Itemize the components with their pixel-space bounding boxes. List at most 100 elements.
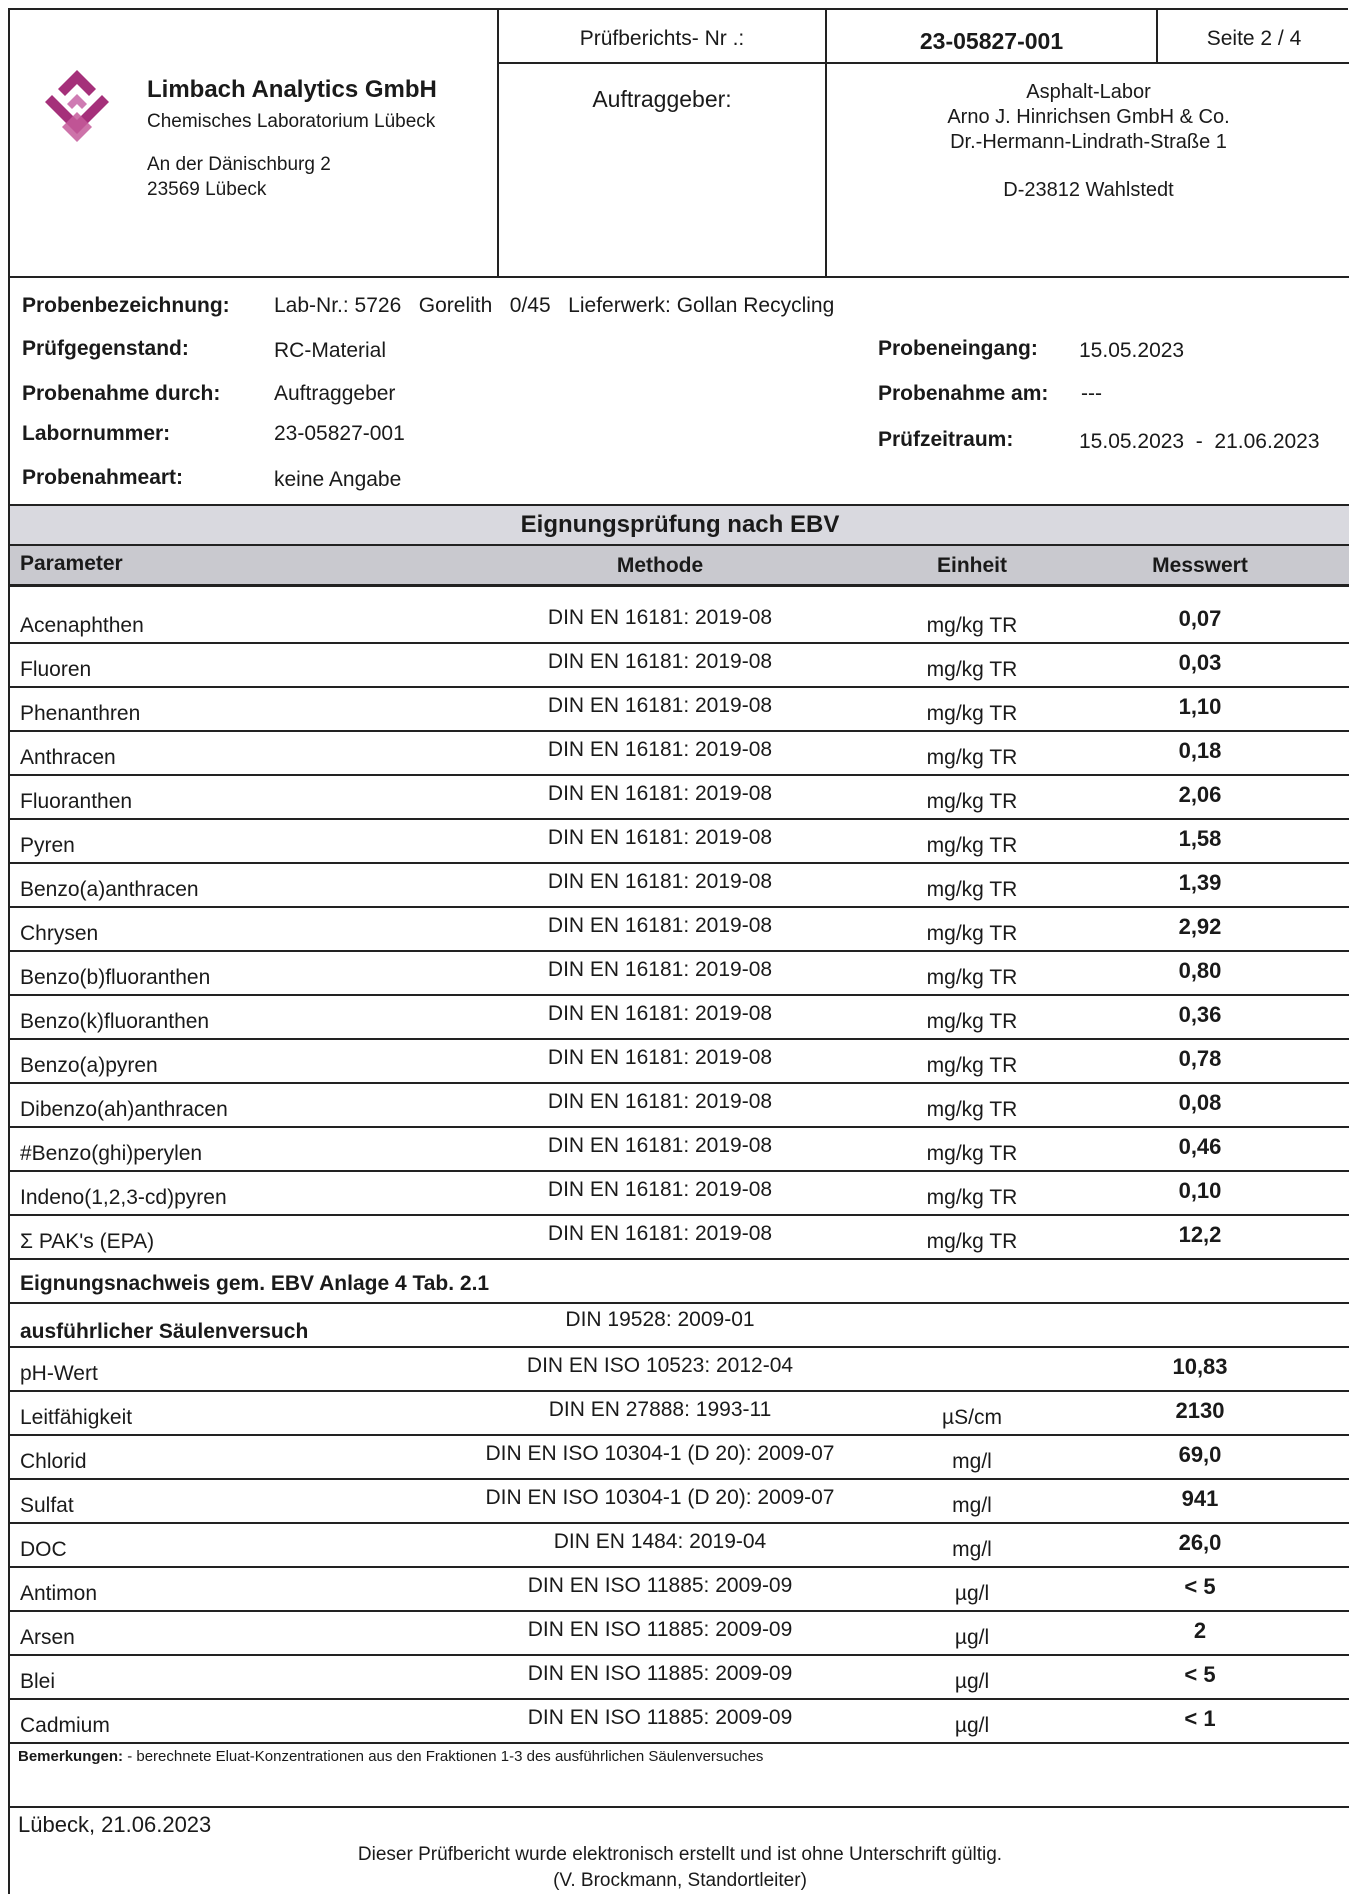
test-period: 15.05.2023 - 21.06.2023 bbox=[1079, 430, 1320, 453]
divider bbox=[825, 10, 827, 276]
unit-cell: mg/kg TR bbox=[926, 966, 1018, 989]
method-cell: DIN EN 16181: 2019-08 bbox=[547, 914, 773, 937]
column-test-row: ausführlicher Säulenversuch DIN 19528: 2… bbox=[10, 1304, 1349, 1348]
sampling-date-label: Probenahme am: bbox=[878, 382, 1049, 405]
table-row: Fluoren DIN EN 16181: 2019-08 mg/kg TR 0,03 bbox=[10, 644, 1349, 688]
divider bbox=[10, 504, 1349, 506]
remarks-label: Bemerkungen: bbox=[18, 1748, 124, 1765]
method-cell: DIN EN 1484: 2019-04 bbox=[553, 1530, 767, 1553]
client-line: D-23812 Wahlstedt bbox=[1003, 179, 1174, 201]
sample-designation-label: Probenbezeichnung: bbox=[22, 294, 230, 317]
column-header-parameter: Parameter bbox=[20, 552, 123, 575]
page-number: Seite 2 / 4 bbox=[1206, 27, 1302, 50]
unit-cell: µS/cm bbox=[942, 1406, 1002, 1429]
method-cell: DIN EN 27888: 1993-11 bbox=[548, 1398, 772, 1421]
divider bbox=[10, 544, 1349, 546]
unit-cell: mg/kg TR bbox=[926, 834, 1018, 857]
value-cell: 0,18 bbox=[1178, 738, 1222, 763]
parameter-cell: Benzo(k)fluoranthen bbox=[20, 1010, 210, 1033]
lab-number-label: Labornummer: bbox=[22, 422, 171, 445]
column-header-row: Parameter Methode Einheit Messwert bbox=[10, 546, 1349, 584]
parameter-cell: Antimon bbox=[20, 1582, 98, 1605]
table-row: Antimon DIN EN ISO 11885: 2009-09 µg/l < 5 bbox=[10, 1568, 1349, 1612]
column-header-value: Messwert bbox=[1152, 554, 1248, 577]
unit-cell: mg/kg TR bbox=[926, 614, 1018, 637]
unit-cell: mg/kg TR bbox=[926, 878, 1018, 901]
value-cell: 2130 bbox=[1175, 1398, 1225, 1423]
method-cell: DIN EN 16181: 2019-08 bbox=[547, 782, 773, 805]
section2-title: Eignungsnachweis gem. EBV Anlage 4 Tab. … bbox=[20, 1272, 490, 1295]
column-test-label: ausführlicher Säulenversuch bbox=[20, 1320, 309, 1343]
client-label: Auftraggeber: bbox=[592, 86, 732, 112]
method-cell: DIN EN 16181: 2019-08 bbox=[547, 958, 773, 981]
company-name: Limbach Analytics GmbH bbox=[147, 76, 437, 103]
company-subtitle: Chemisches Laboratorium Lübeck bbox=[147, 111, 436, 132]
parameter-cell: Σ PAK's (EPA) bbox=[20, 1230, 155, 1253]
method-cell: DIN EN 16181: 2019-08 bbox=[547, 1222, 773, 1245]
divider bbox=[497, 10, 499, 276]
parameter-cell: Indeno(1,2,3-cd)pyren bbox=[20, 1186, 227, 1209]
sampling-type: keine Angabe bbox=[274, 468, 402, 491]
company-logo-icon bbox=[45, 70, 109, 142]
remarks: Bemerkungen: - berechnete Eluat-Konzentr… bbox=[18, 1748, 763, 1765]
unit-cell: mg/kg TR bbox=[926, 1098, 1018, 1121]
method-cell: DIN EN 16181: 2019-08 bbox=[547, 1046, 773, 1069]
unit-cell: µg/l bbox=[954, 1670, 990, 1693]
method-cell: DIN EN ISO 11885: 2009-09 bbox=[527, 1618, 793, 1641]
section2-title-row: Eignungsnachweis gem. EBV Anlage 4 Tab. … bbox=[10, 1260, 1349, 1304]
receipt-date-label: Probeneingang: bbox=[878, 337, 1038, 360]
value-cell: 69,0 bbox=[1178, 1442, 1222, 1467]
unit-cell: mg/kg TR bbox=[926, 702, 1018, 725]
place-date: Lübeck, 21.06.2023 bbox=[18, 1812, 212, 1837]
parameter-cell: Chlorid bbox=[20, 1450, 87, 1473]
parameter-cell: Blei bbox=[20, 1670, 56, 1693]
method-cell: DIN EN 16181: 2019-08 bbox=[547, 650, 773, 673]
client-line: Arno J. Hinrichsen GmbH & Co. bbox=[947, 106, 1230, 128]
table-row: Leitfähigkeit DIN EN 27888: 1993-11 µS/cm 2… bbox=[10, 1392, 1349, 1436]
unit-cell: mg/kg TR bbox=[926, 1142, 1018, 1165]
value-cell: 0,80 bbox=[1178, 958, 1222, 983]
parameter-cell: Fluoranthen bbox=[20, 790, 133, 813]
method-cell: DIN EN 16181: 2019-08 bbox=[547, 1002, 773, 1025]
divider bbox=[10, 276, 1349, 278]
table-row: Benzo(a)anthracen DIN EN 16181: 2019-08 mg… bbox=[10, 864, 1349, 908]
table-row: Blei DIN EN ISO 11885: 2009-09 µg/l < 5 bbox=[10, 1656, 1349, 1700]
sampled-by: Auftraggeber bbox=[274, 382, 396, 405]
table-row: #Benzo(ghi)perylen DIN EN 16181: 2019-08 m… bbox=[10, 1128, 1349, 1172]
method-cell: DIN EN 16181: 2019-08 bbox=[547, 1134, 773, 1157]
sampling-type-label: Probenahmeart: bbox=[22, 466, 184, 489]
unit-cell: mg/l bbox=[952, 1538, 992, 1561]
table-row: Benzo(a)pyren DIN EN 16181: 2019-08 mg/kg … bbox=[10, 1040, 1349, 1084]
unit-cell: mg/kg TR bbox=[926, 746, 1018, 769]
table-row: Phenanthren DIN EN 16181: 2019-08 mg/kg TR… bbox=[10, 688, 1349, 732]
value-cell: 12,2 bbox=[1178, 1222, 1222, 1247]
value-cell: 1,58 bbox=[1178, 826, 1222, 851]
report-no: 23-05827-001 bbox=[919, 28, 1064, 54]
sampling-date: --- bbox=[1081, 382, 1102, 405]
table-row: Dibenzo(ah)anthracen DIN EN 16181: 2019-0… bbox=[10, 1084, 1349, 1128]
value-cell: 1,39 bbox=[1178, 870, 1222, 895]
parameter-cell: Phenanthren bbox=[20, 702, 141, 725]
table-row: Anthracen DIN EN 16181: 2019-08 mg/kg TR 0,… bbox=[10, 732, 1349, 776]
unit-cell: µg/l bbox=[954, 1626, 990, 1649]
table-row: Sulfat DIN EN ISO 10304-1 (D 20): 2009-07… bbox=[10, 1480, 1349, 1524]
value-cell: 0,07 bbox=[1178, 606, 1222, 631]
unit-cell: mg/kg TR bbox=[926, 658, 1018, 681]
table-row: Indeno(1,2,3-cd)pyren DIN EN 16181: 2019-… bbox=[10, 1172, 1349, 1216]
table-row: Arsen DIN EN ISO 11885: 2009-09 µg/l 2 bbox=[10, 1612, 1349, 1656]
parameter-cell: Sulfat bbox=[20, 1494, 74, 1517]
column-header-method: Methode bbox=[616, 554, 704, 577]
value-cell: 0,46 bbox=[1178, 1134, 1222, 1159]
table-row: DOC DIN EN 1484: 2019-04 mg/l 26,0 bbox=[10, 1524, 1349, 1568]
column-test-method: DIN 19528: 2009-01 bbox=[565, 1308, 755, 1331]
value-cell: 2 bbox=[1193, 1618, 1207, 1643]
value-cell: 0,08 bbox=[1178, 1090, 1222, 1115]
method-cell: DIN EN 16181: 2019-08 bbox=[547, 606, 773, 629]
table-row: Acenaphthen DIN EN 16181: 2019-08 mg/kg TR… bbox=[10, 600, 1349, 644]
parameter-cell: Benzo(a)anthracen bbox=[20, 878, 199, 901]
method-cell: DIN EN 16181: 2019-08 bbox=[547, 826, 773, 849]
client-line: Asphalt-Labor bbox=[1026, 81, 1151, 103]
value-cell: < 5 bbox=[1184, 1662, 1216, 1687]
divider bbox=[10, 1806, 1349, 1808]
value-cell: 941 bbox=[1181, 1486, 1219, 1511]
